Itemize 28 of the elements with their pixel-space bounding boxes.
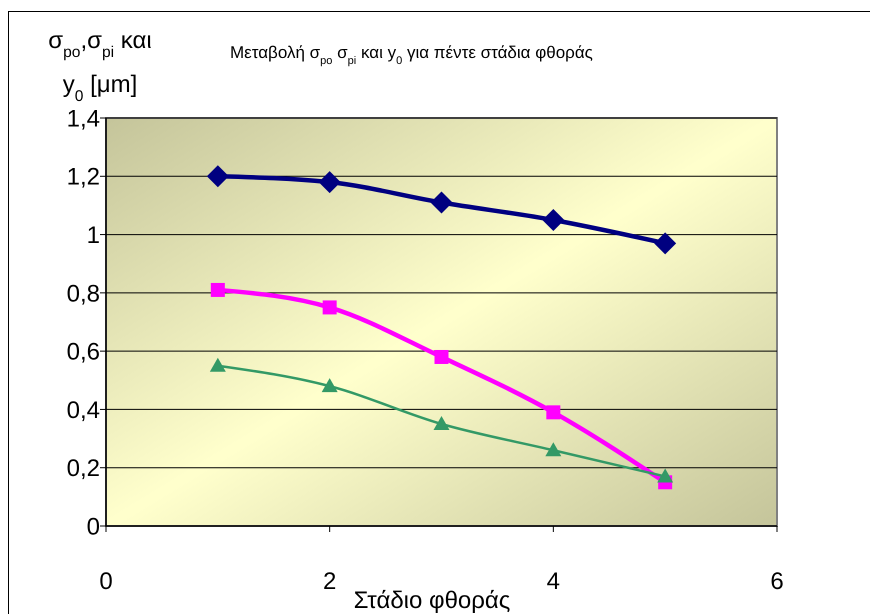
point — [206, 165, 229, 188]
point — [318, 171, 341, 194]
x-tick-label: 4 — [546, 568, 560, 595]
y-tick-label: 0,2 — [66, 455, 100, 482]
point — [210, 282, 225, 297]
text: σ$_{po}$,σ$_{pi}$ και y$_{0}$ [μm] — [48, 27, 152, 104]
x-axis-title: Στάδιο φθοράς — [354, 587, 510, 614]
x-tick-label: 2 — [322, 568, 336, 595]
y-tick-label: 1,4 — [66, 105, 100, 132]
y-tick-label: 0,6 — [66, 338, 100, 366]
point — [545, 442, 562, 456]
x-tick-label: 6 — [770, 568, 784, 595]
y-tick-label: 0,4 — [66, 396, 100, 424]
point — [430, 192, 452, 214]
point — [210, 358, 226, 372]
y-tick-label: 0 — [86, 513, 100, 540]
point — [654, 232, 676, 254]
point — [322, 300, 337, 314]
y-tick-label: 0,8 — [66, 280, 100, 308]
point — [434, 416, 450, 430]
point — [322, 378, 338, 392]
point — [434, 350, 448, 364]
point — [542, 209, 564, 231]
point — [657, 468, 674, 482]
y-tick-label: 1,2 — [66, 164, 100, 191]
point — [546, 405, 560, 420]
y-tick-label: 1 — [86, 222, 100, 249]
chart-title: Μεταβολή σ$_{po}$ σ$_{pi}$ και y$_{0}$ για πέντε στάδια φθοράς — [230, 43, 593, 67]
